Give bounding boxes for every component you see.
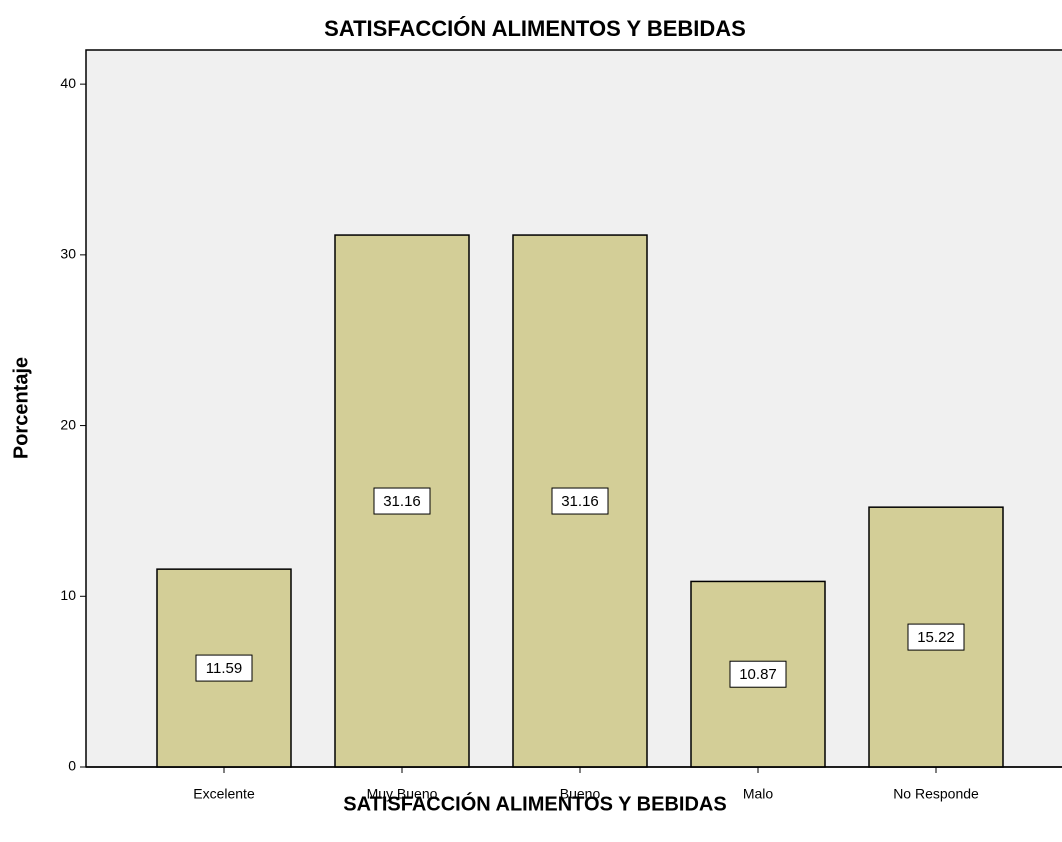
y-axis-title: Porcentaje	[10, 357, 32, 459]
value-label: 31.16	[383, 493, 421, 510]
y-tick-label: 30	[60, 246, 76, 262]
value-label-box	[195, 654, 253, 682]
y-tick-label: 0	[68, 758, 76, 774]
x-tick-label: No Responde	[893, 786, 979, 802]
value-label: 15.22	[917, 629, 955, 646]
value-label-box	[729, 660, 787, 688]
value-label-box	[551, 487, 609, 515]
value-label-box	[907, 623, 965, 651]
value-label: 31.16	[561, 493, 599, 510]
y-tick-label: 20	[60, 416, 76, 432]
x-tick-label: Malo	[743, 786, 774, 802]
chart-title: SATISFACCIÓN ALIMENTOS Y BEBIDAS	[324, 16, 746, 41]
x-axis-title: SATISFACCIÓN ALIMENTOS Y BEBIDAS	[343, 791, 726, 815]
value-label: 11.59	[206, 660, 242, 677]
value-label: 10.87	[739, 666, 777, 683]
x-tick-label: Bueno	[560, 786, 601, 802]
x-tick-label: Muy Bueno	[367, 786, 438, 802]
y-tick-label: 10	[60, 587, 76, 603]
x-tick-label: Excelente	[193, 786, 255, 802]
value-label-box	[373, 487, 431, 515]
y-tick-label: 40	[60, 75, 76, 91]
